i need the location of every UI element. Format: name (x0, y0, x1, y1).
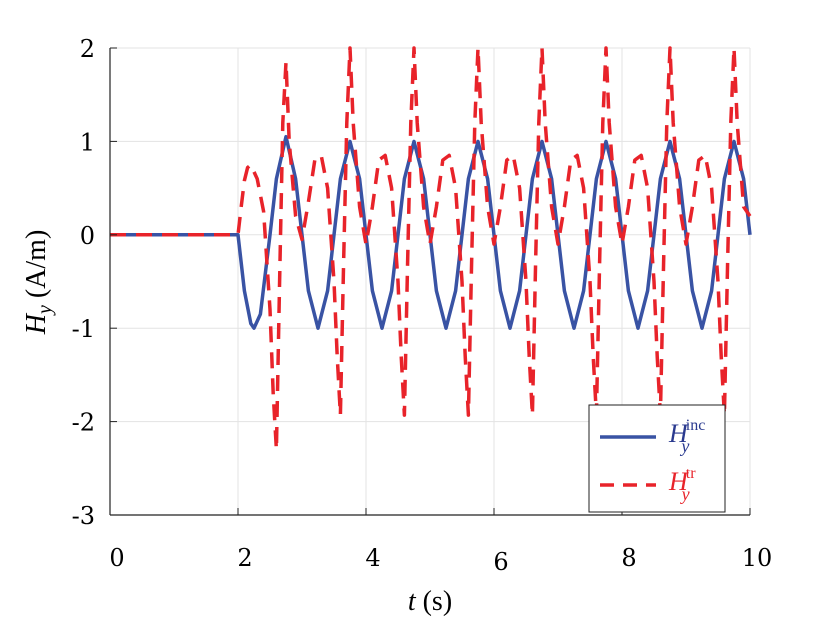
y-tick-label: -2 (72, 409, 95, 437)
legend-label-tr: Htr y (668, 465, 696, 504)
series-layer (110, 46, 752, 452)
x-tick-label: 10 (742, 544, 773, 572)
y-tick-label: 2 (80, 35, 95, 63)
legend-box (588, 404, 726, 513)
axes (109, 47, 751, 516)
y-tick-label: -3 (72, 502, 95, 530)
y-tick-label: -1 (72, 315, 95, 343)
y-tick-label: 0 (80, 222, 95, 250)
series-line-tr (110, 46, 752, 452)
x-tick-label: 0 (109, 544, 124, 572)
x-axis-label: t (s) (408, 586, 452, 617)
x-tick-label: 6 (493, 548, 508, 576)
legend-label-inc: Hinc y (668, 417, 705, 456)
x-tick-label: 4 (365, 544, 380, 572)
x-tick-label: 2 (237, 544, 252, 572)
y-tick-label: 1 (80, 128, 95, 156)
x-tick-label: 8 (621, 544, 636, 572)
y-axis-label: Hy (A/m) (21, 230, 56, 336)
tick-labels: 0 2 4 6 8 10 -3 -2 -1 0 1 2 (72, 35, 773, 576)
legend: Hinc y Htr y (588, 404, 726, 513)
